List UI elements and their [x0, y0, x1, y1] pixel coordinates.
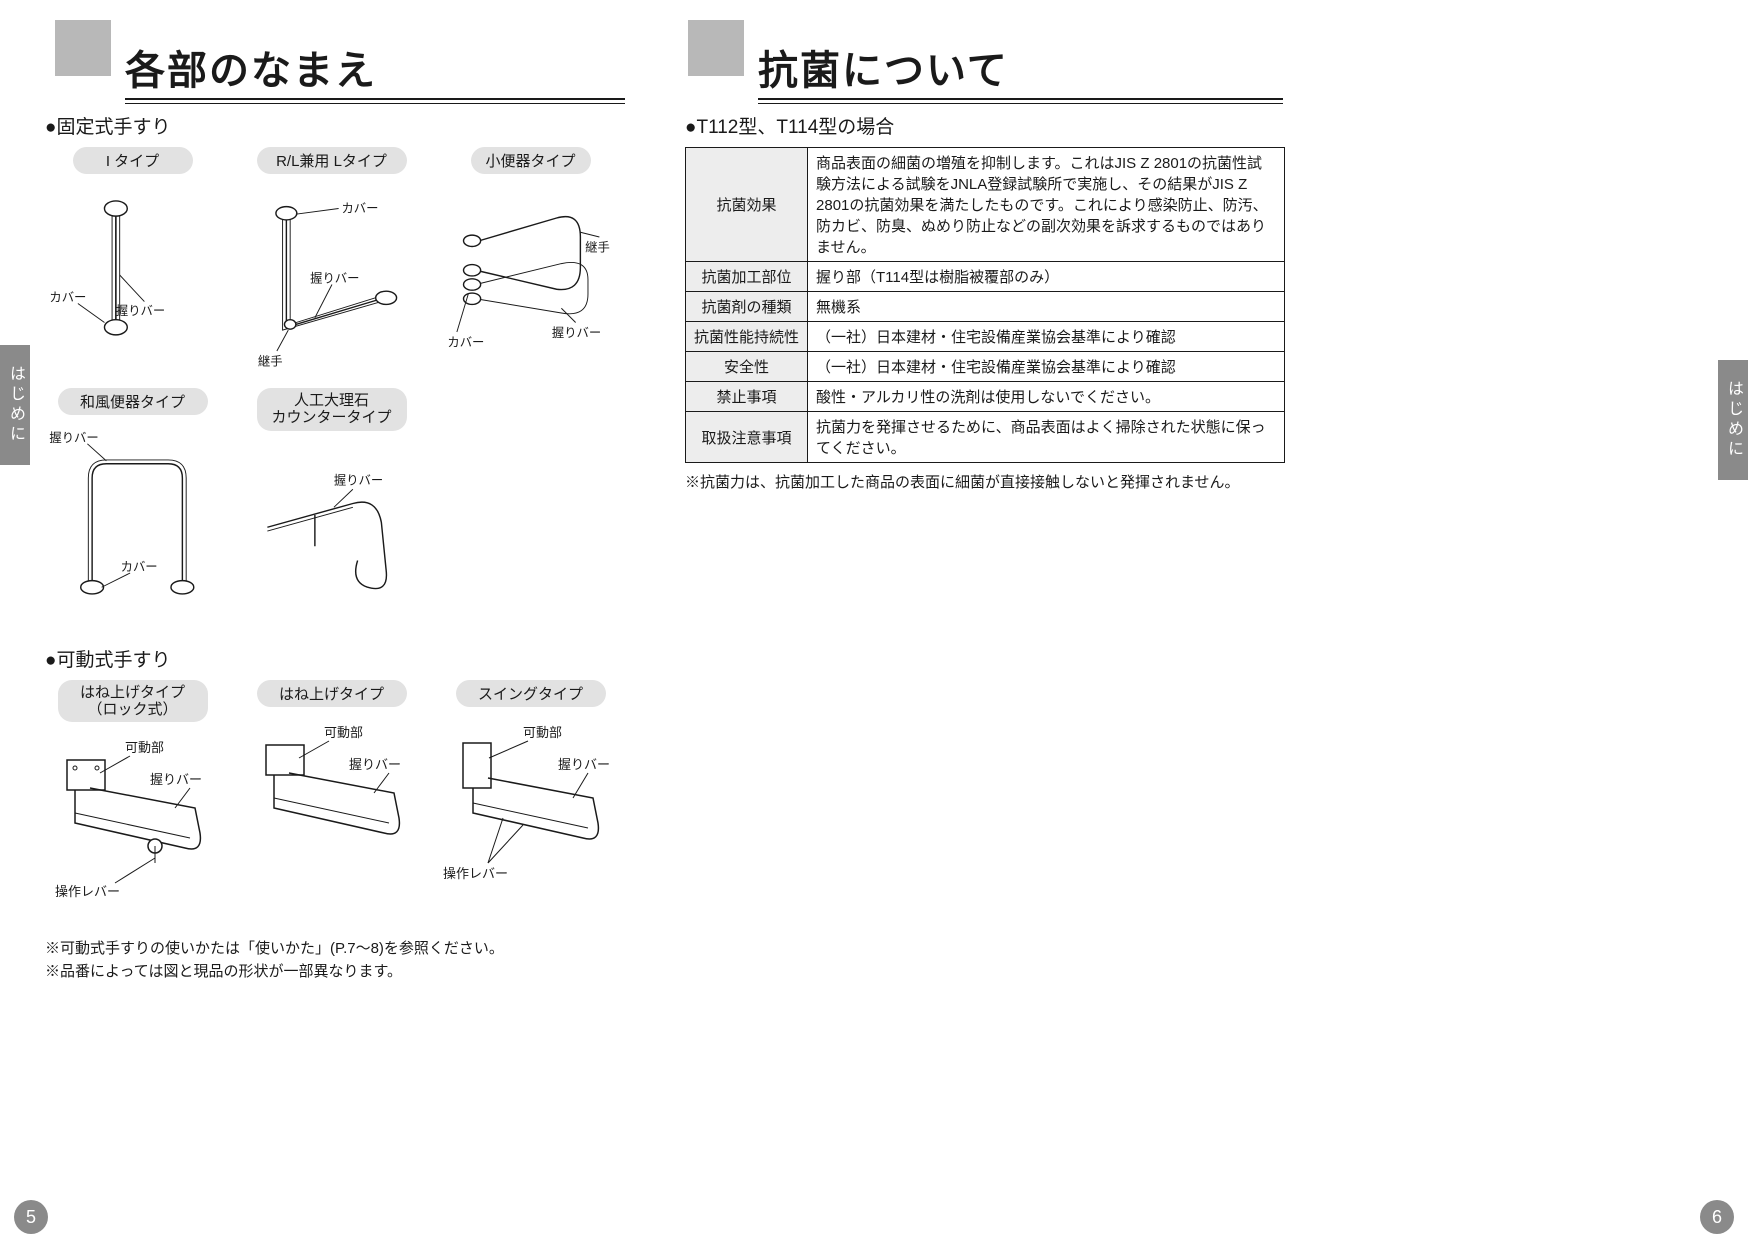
table-row: 抗菌剤の種類無機系	[686, 292, 1285, 322]
antibacterial-table: 抗菌効果商品表面の細菌の増殖を抑制します。これはJIS Z 2801の抗菌性試験…	[685, 147, 1285, 463]
label-bar: 握りバー	[116, 303, 165, 318]
type-badge: 人工大理石カウンタータイプ	[257, 388, 407, 431]
diagram-l-type: カバー 握りバー 継手	[244, 180, 419, 370]
side-tab-right: はじめに	[1718, 360, 1748, 480]
table-value-cell: 握り部（T114型は樹脂被覆部のみ）	[808, 262, 1285, 292]
table-row: 抗菌効果商品表面の細菌の増殖を抑制します。これはJIS Z 2801の抗菌性試験…	[686, 148, 1285, 262]
type-counter: 人工大理石カウンタータイプ 握りバー	[244, 388, 419, 627]
table-header-cell: 取扱注意事項	[686, 412, 808, 463]
notes-left: ※可動式手すりの使いかたは「使いかた」(P.7～8)を参照ください。 ※品番によ…	[45, 938, 625, 983]
label-bar: 握りバー	[150, 772, 202, 787]
label-moving: 可動部	[125, 740, 164, 755]
content-left: ●固定式手すり I タイプ カバー 握りバー R/L兼用 Lタイプ	[45, 112, 625, 983]
type-badge: 小便器タイプ	[471, 147, 591, 174]
diagram-japanese-type: 握りバー カバー	[45, 421, 220, 611]
badge-line: はね上げタイプ	[80, 684, 185, 701]
type-badge: はね上げタイプ（ロック式）	[58, 680, 208, 723]
label-bar: 握りバー	[310, 271, 359, 286]
table-header-cell: 禁止事項	[686, 382, 808, 412]
table-row: 抗菌性能持続性（一社）日本建材・住宅設備産業協会基準により確認	[686, 322, 1285, 352]
page-title-right: 抗菌について	[758, 38, 1009, 96]
type-badge: R/L兼用 Lタイプ	[257, 147, 407, 174]
label-lever: 操作レバー	[55, 884, 120, 899]
header-block-icon	[55, 20, 111, 76]
diagram-swing: 可動部 握りバー 操作レバー	[443, 713, 618, 903]
page-number-left: 5	[14, 1200, 48, 1234]
table-header-cell: 安全性	[686, 352, 808, 382]
label-moving: 可動部	[523, 725, 562, 740]
diagram-i-type: カバー 握りバー	[45, 180, 220, 370]
table-value-cell: 無機系	[808, 292, 1285, 322]
type-i: I タイプ カバー 握りバー	[45, 147, 220, 370]
table-header-cell: 抗菌剤の種類	[686, 292, 808, 322]
table-section-title: ●T112型、T114型の場合	[685, 112, 1285, 139]
label-moving: 可動部	[324, 725, 363, 740]
side-tab-left: はじめに	[0, 345, 30, 465]
diagram-swing-lock: 可動部 握りバー 操作レバー	[45, 728, 220, 918]
movable-section-title: ●可動式手すり	[45, 645, 625, 672]
diagram-swing-up: 可動部 握りバー	[244, 713, 419, 903]
type-swing-lock: はね上げタイプ（ロック式） 可動部 握りバー 操作レバー	[45, 680, 220, 919]
table-value-cell: 抗菌力を発揮させるために、商品表面はよく掃除された状態に保ってください。	[808, 412, 1285, 463]
page-title-left: 各部のなまえ	[125, 38, 377, 96]
label-lever: 操作レバー	[443, 866, 508, 881]
label-cover: カバー	[121, 560, 158, 574]
table-footnote: ※抗菌力は、抗菌加工した商品の表面に細菌が直接接触しないと発揮されません。	[685, 471, 1285, 492]
type-urinal: 小便器タイプ 継手 握りバー カバー	[443, 147, 618, 370]
table-value-cell: （一社）日本建材・住宅設備産業協会基準により確認	[808, 322, 1285, 352]
note-line: ※可動式手すりの使いかたは「使いかた」(P.7～8)を参照ください。	[45, 938, 625, 961]
badge-line: 人工大理石	[294, 392, 369, 409]
type-japanese: 和風便器タイプ 握りバー カバー	[45, 388, 220, 627]
table-header-cell: 抗菌加工部位	[686, 262, 808, 292]
table-value-cell: 商品表面の細菌の増殖を抑制します。これはJIS Z 2801の抗菌性試験方法によ…	[808, 148, 1285, 262]
header-block-icon	[688, 20, 744, 76]
label-cover: カバー	[341, 201, 378, 215]
header-rule	[125, 98, 625, 104]
type-badge: 和風便器タイプ	[58, 388, 208, 415]
table-value-cell: 酸性・アルカリ性の洗剤は使用しないでください。	[808, 382, 1285, 412]
diagram-counter-type: 握りバー	[244, 437, 419, 627]
type-badge: スイングタイプ	[456, 680, 606, 707]
label-bar: 握りバー	[552, 325, 601, 340]
label-bar: 握りバー	[558, 757, 610, 772]
fixed-row-2: 和風便器タイプ 握りバー カバー 人工大理石カウンタータイプ 握りバー	[45, 388, 625, 627]
table-row: 安全性（一社）日本建材・住宅設備産業協会基準により確認	[686, 352, 1285, 382]
label-bar: 握りバー	[349, 757, 401, 772]
table-header-cell: 抗菌効果	[686, 148, 808, 262]
label-joint: 継手	[585, 239, 610, 254]
type-swing-up: はね上げタイプ 可動部 握りバー	[244, 680, 419, 919]
page-number-right: 6	[1700, 1200, 1734, 1234]
fixed-section-title: ●固定式手すり	[45, 112, 625, 139]
label-joint: 継手	[258, 353, 283, 368]
badge-line: （ロック式）	[87, 701, 177, 718]
badge-line: カウンタータイプ	[271, 409, 391, 426]
fixed-row-1: I タイプ カバー 握りバー R/L兼用 Lタイプ	[45, 147, 625, 370]
table-value-cell: （一社）日本建材・住宅設備産業協会基準により確認	[808, 352, 1285, 382]
type-swing: スイングタイプ 可動部 握りバー 操作レバー	[443, 680, 618, 919]
page-header-right: 抗菌について	[688, 20, 1283, 98]
table-row: 取扱注意事項抗菌力を発揮させるために、商品表面はよく掃除された状態に保ってくださ…	[686, 412, 1285, 463]
note-line: ※品番によっては図と現品の形状が一部異なります。	[45, 961, 625, 984]
diagram-urinal-type: 継手 握りバー カバー	[443, 180, 618, 370]
label-cover: カバー	[49, 291, 86, 305]
type-badge: I タイプ	[73, 147, 193, 174]
type-l: R/L兼用 Lタイプ カバー 握りバー 継手	[244, 147, 419, 370]
label-bar: 握りバー	[334, 472, 383, 487]
table-header-cell: 抗菌性能持続性	[686, 322, 808, 352]
label-bar: 握りバー	[49, 430, 98, 445]
type-badge: はね上げタイプ	[257, 680, 407, 707]
table-row: 禁止事項酸性・アルカリ性の洗剤は使用しないでください。	[686, 382, 1285, 412]
label-cover: カバー	[447, 335, 484, 349]
header-rule	[758, 98, 1283, 104]
movable-row: はね上げタイプ（ロック式） 可動部 握りバー 操作レバー はね上げタイプ	[45, 680, 625, 919]
table-row: 抗菌加工部位握り部（T114型は樹脂被覆部のみ）	[686, 262, 1285, 292]
page-header-left: 各部のなまえ	[55, 20, 625, 98]
content-right: ●T112型、T114型の場合 抗菌効果商品表面の細菌の増殖を抑制します。これは…	[685, 112, 1285, 492]
